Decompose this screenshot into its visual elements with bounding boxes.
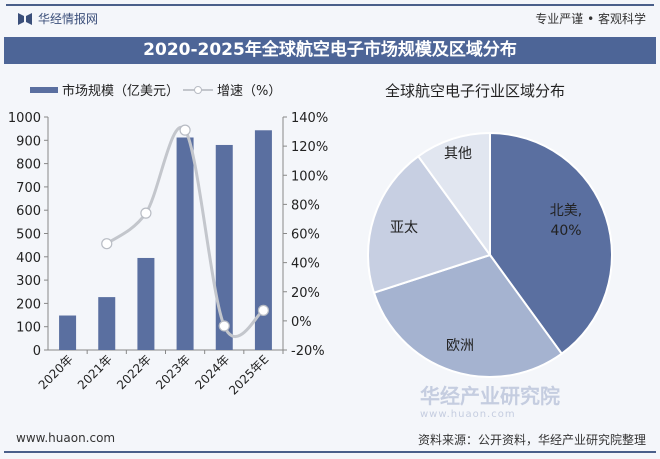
legend-line-swatch xyxy=(183,85,214,94)
bar-2025年E xyxy=(254,130,272,350)
x-tick-label: 2025年E xyxy=(226,352,271,397)
x-tick-label: 2021年 xyxy=(75,352,115,392)
pie-slice-0 xyxy=(489,131,613,356)
watermark: 华经产业研究院 www.huaon.com xyxy=(420,384,560,420)
left-tick-label: 500 xyxy=(16,228,41,243)
pie-label: 北美, xyxy=(550,203,582,219)
left-tick-label: 200 xyxy=(16,297,41,312)
pie-label: 亚太 xyxy=(390,220,418,236)
left-tick-label: 300 xyxy=(16,274,41,289)
right-tick-label: 120% xyxy=(291,140,328,155)
left-tick-label: 0 xyxy=(33,344,41,359)
right-tick-label: -20% xyxy=(291,344,325,359)
bar-2023年 xyxy=(176,137,194,350)
bar-2021年 xyxy=(98,297,116,350)
left-tick-label: 600 xyxy=(16,204,41,219)
footer-url[interactable]: www.huaon.com xyxy=(16,431,116,445)
right-tick-label: 140% xyxy=(291,111,328,126)
right-tick-label: 40% xyxy=(291,257,320,272)
pie-slice-2 xyxy=(367,154,492,294)
left-tick-label: 800 xyxy=(16,158,41,173)
growth-point xyxy=(140,207,152,219)
growth-point xyxy=(218,320,230,332)
bar-2024年 xyxy=(215,144,233,350)
pie-label: 其他 xyxy=(444,146,472,162)
left-tick-label: 700 xyxy=(16,181,41,196)
footer-source: 资料来源：公开资料，华经产业研究院整理 xyxy=(417,433,646,447)
brand: 华经情报网 xyxy=(18,10,98,27)
chart-legend: 市场规模（亿美元） 增速（%） xyxy=(30,80,281,99)
slogan: 专业严谨 • 客观科学 xyxy=(535,12,646,26)
left-tick-label: 100 xyxy=(16,321,41,336)
x-tick-label: 2022年 xyxy=(114,352,154,392)
pie-title: 全球航空电子行业区域分布 xyxy=(385,82,566,100)
growth-point xyxy=(179,124,191,136)
bar-2020年 xyxy=(59,315,77,350)
page-title: 2020-2025年全球航空电子市场规模及区域分布 xyxy=(4,37,656,64)
right-tick-label: 80% xyxy=(291,198,320,213)
right-tick-label: 20% xyxy=(291,286,320,301)
growth-point xyxy=(101,238,113,250)
growth-point xyxy=(257,304,270,316)
pie-value-label: 40% xyxy=(550,223,581,239)
left-tick-label: 1000 xyxy=(8,111,41,126)
legend-bar-label: 市场规模（亿美元） xyxy=(62,84,180,99)
bottom-rule xyxy=(4,451,656,453)
legend-line-label: 增速（%） xyxy=(217,84,282,99)
pie-slice-1 xyxy=(372,253,564,378)
right-tick-label: 100% xyxy=(291,169,328,184)
bar-2022年 xyxy=(137,257,155,350)
right-tick-label: 60% xyxy=(291,228,320,243)
top-rule xyxy=(6,4,654,6)
logo-icon xyxy=(18,12,32,25)
pie-label: 欧洲 xyxy=(446,338,474,354)
pie-slice-3 xyxy=(416,131,491,259)
right-tick-label: 0% xyxy=(291,315,312,330)
brand-name: 华经情报网 xyxy=(38,12,99,26)
left-tick-label: 400 xyxy=(16,251,41,266)
x-tick-label: 2020年 xyxy=(36,352,76,392)
left-tick-label: 900 xyxy=(16,134,41,149)
legend-bar-swatch xyxy=(30,86,58,93)
x-tick-label: 2023年 xyxy=(153,352,193,392)
